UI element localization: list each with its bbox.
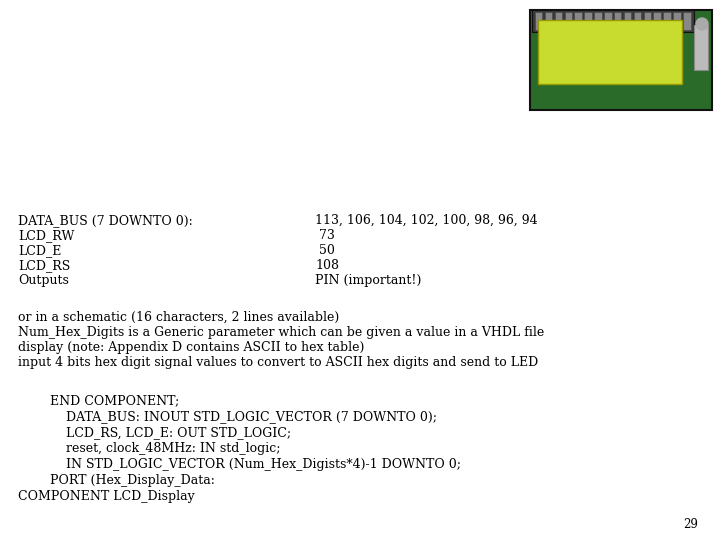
Text: LCD_RS, LCD_E: OUT STD_LOGIC;: LCD_RS, LCD_E: OUT STD_LOGIC; — [18, 426, 291, 439]
Text: PIN (important!): PIN (important!) — [315, 274, 421, 287]
Text: 108: 108 — [315, 259, 339, 272]
FancyBboxPatch shape — [554, 12, 562, 30]
Text: display (note: Appendix D contains ASCII to hex table): display (note: Appendix D contains ASCII… — [18, 341, 364, 354]
Text: END COMPONENT;: END COMPONENT; — [18, 394, 179, 407]
FancyBboxPatch shape — [594, 12, 602, 30]
Text: Num_Hex_Digits is a Generic parameter which can be given a value in a VHDL file: Num_Hex_Digits is a Generic parameter wh… — [18, 326, 544, 339]
FancyBboxPatch shape — [634, 12, 641, 30]
Text: 29: 29 — [683, 518, 698, 531]
FancyBboxPatch shape — [564, 12, 572, 30]
FancyBboxPatch shape — [530, 10, 712, 110]
FancyBboxPatch shape — [575, 12, 582, 30]
FancyBboxPatch shape — [532, 10, 694, 32]
Text: LCD_E: LCD_E — [18, 244, 61, 257]
FancyBboxPatch shape — [663, 12, 671, 30]
Text: reset, clock_48MHz: IN std_logic;: reset, clock_48MHz: IN std_logic; — [18, 442, 281, 455]
Text: input 4 bits hex digit signal values to convert to ASCII hex digits and send to : input 4 bits hex digit signal values to … — [18, 356, 539, 369]
FancyBboxPatch shape — [585, 12, 592, 30]
Text: 50: 50 — [315, 244, 335, 257]
Text: DATA_BUS: INOUT STD_LOGIC_VECTOR (7 DOWNTO 0);: DATA_BUS: INOUT STD_LOGIC_VECTOR (7 DOWN… — [18, 410, 437, 423]
FancyBboxPatch shape — [644, 12, 651, 30]
FancyBboxPatch shape — [614, 12, 621, 30]
Text: or in a schematic (16 characters, 2 lines available): or in a schematic (16 characters, 2 line… — [18, 311, 339, 324]
FancyBboxPatch shape — [545, 12, 552, 30]
Text: 113, 106, 104, 102, 100, 98, 96, 94: 113, 106, 104, 102, 100, 98, 96, 94 — [315, 214, 538, 227]
Text: DATA_BUS (7 DOWNTO 0):: DATA_BUS (7 DOWNTO 0): — [18, 214, 193, 227]
Text: PORT (Hex_Display_Data:: PORT (Hex_Display_Data: — [18, 474, 215, 487]
FancyBboxPatch shape — [654, 12, 661, 30]
FancyBboxPatch shape — [624, 12, 631, 30]
FancyBboxPatch shape — [694, 25, 708, 70]
Text: Outputs: Outputs — [18, 274, 69, 287]
FancyBboxPatch shape — [535, 12, 542, 30]
Text: LCD_RW: LCD_RW — [18, 229, 74, 242]
Circle shape — [696, 18, 708, 30]
FancyBboxPatch shape — [683, 12, 690, 30]
Text: LCD_RS: LCD_RS — [18, 259, 71, 272]
Text: IN STD_LOGIC_VECTOR (Num_Hex_Digists*4)-1 DOWNTO 0;: IN STD_LOGIC_VECTOR (Num_Hex_Digists*4)-… — [18, 458, 461, 471]
FancyBboxPatch shape — [538, 20, 682, 84]
Text: COMPONENT LCD_Display: COMPONENT LCD_Display — [18, 490, 194, 503]
FancyBboxPatch shape — [673, 12, 680, 30]
FancyBboxPatch shape — [604, 12, 611, 30]
Text: 73: 73 — [315, 229, 335, 242]
